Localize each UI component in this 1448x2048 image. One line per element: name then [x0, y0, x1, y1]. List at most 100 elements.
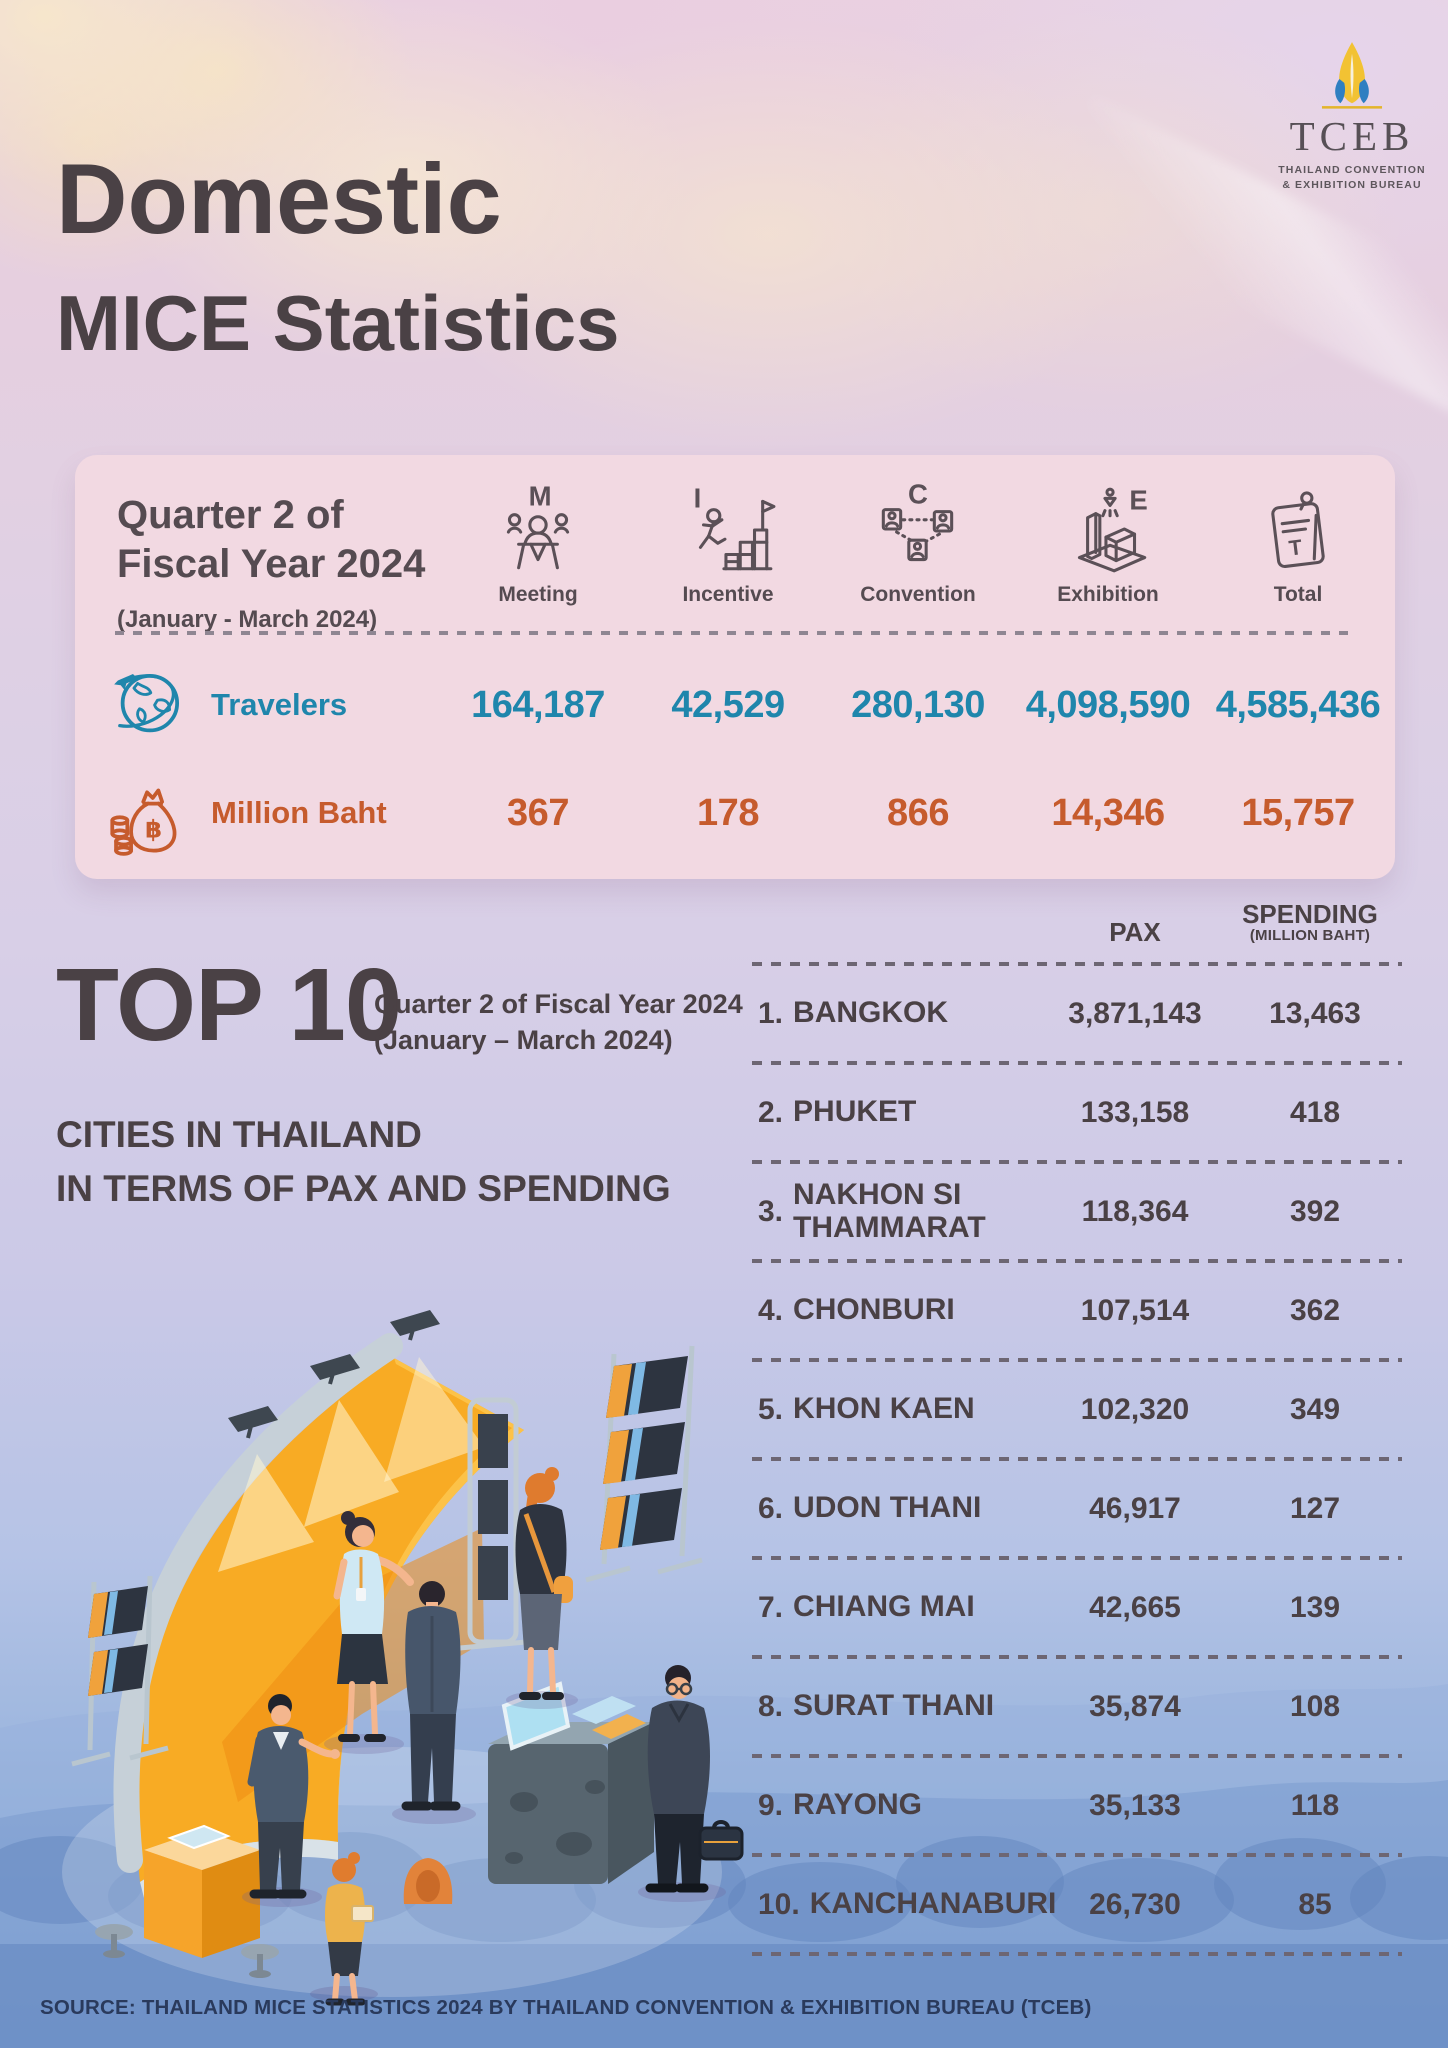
table-row: 3. NAKHON SI THAMMARAT 118,364 392: [752, 1164, 1402, 1259]
top10-table: PAX SPENDING (MILLION BAHT) 1. BANGKOK 3,…: [752, 893, 1402, 1956]
rank-number: 7.: [758, 1590, 784, 1624]
spending-column-header: SPENDING (MILLION BAHT): [1218, 900, 1402, 944]
city-name: PHUKET: [793, 1095, 917, 1129]
pax-column-header: PAX: [1109, 917, 1161, 947]
row-divider: [752, 1160, 1402, 1164]
travelers-exhibition-value: 4,098,590: [1025, 683, 1191, 726]
stool: [241, 1944, 279, 1978]
stool: [95, 1924, 133, 1958]
rank-number: 2.: [758, 1095, 784, 1129]
pax-value: 46,917: [1089, 1491, 1181, 1525]
row-divider: [752, 1754, 1402, 1758]
literature-stand: [459, 1397, 527, 1651]
svg-text:I: I: [694, 483, 702, 514]
row-divider: [752, 962, 1402, 966]
pax-value: 35,133: [1089, 1788, 1181, 1822]
table-header: PAX SPENDING (MILLION BAHT): [752, 893, 1402, 962]
row-divider: [752, 1457, 1402, 1461]
exhibition-illustration: [62, 1310, 744, 2006]
pax-value: 107,514: [1080, 1293, 1190, 1327]
source-note: SOURCE: THAILAND MICE STATISTICS 2024 BY…: [40, 1996, 1092, 2019]
baht-exhibition-value: 14,346: [1051, 791, 1165, 834]
mice-column-label: Exhibition: [1057, 583, 1159, 606]
rank-number: 1.: [758, 996, 784, 1030]
city-name: UDON THANI: [793, 1491, 982, 1525]
city-name: SURAT THANI: [793, 1689, 995, 1723]
quarter-stats-card: Quarter 2 of Fiscal Year 2024 (January -…: [75, 455, 1395, 879]
row-divider: [752, 1952, 1402, 1956]
travelers-row: Travelers 164,187 42,529 280,130 4,098,5…: [75, 653, 1395, 757]
city-name: KANCHANABURI: [809, 1887, 1057, 1921]
table-row: 5. KHON KAEN 102,320 349: [752, 1362, 1402, 1457]
rank-number: 6.: [758, 1491, 784, 1525]
city-name: CHONBURI: [793, 1293, 955, 1327]
table-row: 7. CHIANG MAI 42,665 139: [752, 1560, 1402, 1655]
top10-heading-line2: IN TERMS OF PAX AND SPENDING: [56, 1168, 671, 1209]
mice-column-label: Incentive: [682, 583, 774, 606]
row-divider: [752, 1061, 1402, 1065]
card-divider: [115, 631, 1355, 635]
mice-column-total: T Total: [1203, 479, 1393, 607]
walking-woman: [310, 1852, 378, 2006]
table-row: 8. SURAT THANI 35,874 108: [752, 1659, 1402, 1754]
card-heading-line1: Quarter 2 of: [117, 493, 344, 537]
visitor-man-glasses: [638, 1665, 744, 1902]
baht-total-value: 15,757: [1241, 791, 1355, 834]
row-divider: [752, 1853, 1402, 1857]
top10-heading-line1: CITIES IN THAILAND: [56, 1114, 422, 1155]
spending-value: 418: [1289, 1095, 1341, 1129]
baht-convention-value: 866: [887, 791, 949, 834]
tceb-flame-icon: [1321, 42, 1383, 109]
hooded-visitor: [403, 1858, 453, 1904]
mice-column-meeting: M Meeting: [443, 479, 633, 607]
rank-number: 3.: [758, 1194, 784, 1228]
mice-column-label: Total: [1273, 583, 1323, 606]
globe-plane-icon: [114, 673, 180, 733]
baht-meeting-value: 367: [507, 791, 569, 834]
logo-subtitle: THAILAND CONVENTION & EXHIBITION BUREAU: [1268, 163, 1436, 193]
page-title-line1: Domestic: [56, 143, 502, 254]
top10-subtitle-line2: (January – March 2024): [374, 1025, 673, 1056]
card-heading-block: Quarter 2 of Fiscal Year 2024 (January -…: [117, 491, 447, 634]
brochure-stand-left: [71, 1575, 169, 1767]
million-baht-row: ฿ Million Baht 367 178 866 14,346 15,757: [75, 761, 1395, 865]
city-name: RAYONG: [793, 1788, 922, 1822]
mice-column-incentive: I Incentive: [633, 479, 823, 607]
mice-column-exhibition: E Exhibition: [1013, 479, 1203, 607]
logo-subtitle-line1: THAILAND CONVENTION: [1278, 164, 1426, 176]
table-row: 4. CHONBURI 107,514 362: [752, 1263, 1402, 1358]
presenter-woman: [324, 1511, 414, 1754]
mice-columns: M Meeting I: [443, 479, 1393, 607]
visitor-man-back: [392, 1581, 476, 1824]
mice-column-label: Convention: [860, 583, 976, 606]
total-icon: T: [1271, 491, 1325, 569]
rank-number: 8.: [758, 1689, 784, 1723]
pax-value: 102,320: [1080, 1392, 1190, 1426]
svg-text:C: C: [908, 479, 928, 509]
spending-value: 108: [1289, 1689, 1341, 1723]
logo-subtitle-line2: & EXHIBITION BUREAU: [1282, 179, 1422, 192]
row-divider: [752, 1556, 1402, 1560]
travelers-total-value: 4,585,436: [1215, 683, 1381, 726]
visitor-woman-orange-hair: [506, 1467, 578, 1709]
top10-subtitle-line1: Quarter 2 of Fiscal Year 2024: [374, 989, 743, 1019]
card-heading-line2: Fiscal Year 2024: [117, 541, 426, 586]
baht-incentive-value: 178: [697, 791, 759, 834]
pax-value: 42,665: [1089, 1590, 1181, 1624]
baht-symbol: ฿: [145, 814, 162, 843]
card-subheading: (January - March 2024): [117, 605, 378, 633]
travelers-meeting-value: 164,187: [471, 683, 605, 726]
million-baht-label: Million Baht: [211, 795, 387, 830]
pax-value: 3,871,143: [1068, 996, 1202, 1030]
spending-value: 127: [1289, 1491, 1341, 1525]
top10-subtitle: Quarter 2 of Fiscal Year 2024 (January –…: [374, 986, 743, 1059]
podium: [144, 1824, 260, 1958]
city-name: BANGKOK: [793, 996, 949, 1030]
booth-spotlights: [218, 1310, 484, 1572]
card-heading: Quarter 2 of Fiscal Year 2024: [117, 491, 447, 589]
tceb-logo: TCEB THAILAND CONVENTION & EXHIBITION BU…: [1268, 40, 1436, 193]
mice-column-label: Meeting: [498, 583, 578, 606]
svg-text:T: T: [1288, 535, 1304, 560]
table-row: 1. BANGKOK 3,871,143 13,463: [752, 966, 1402, 1061]
